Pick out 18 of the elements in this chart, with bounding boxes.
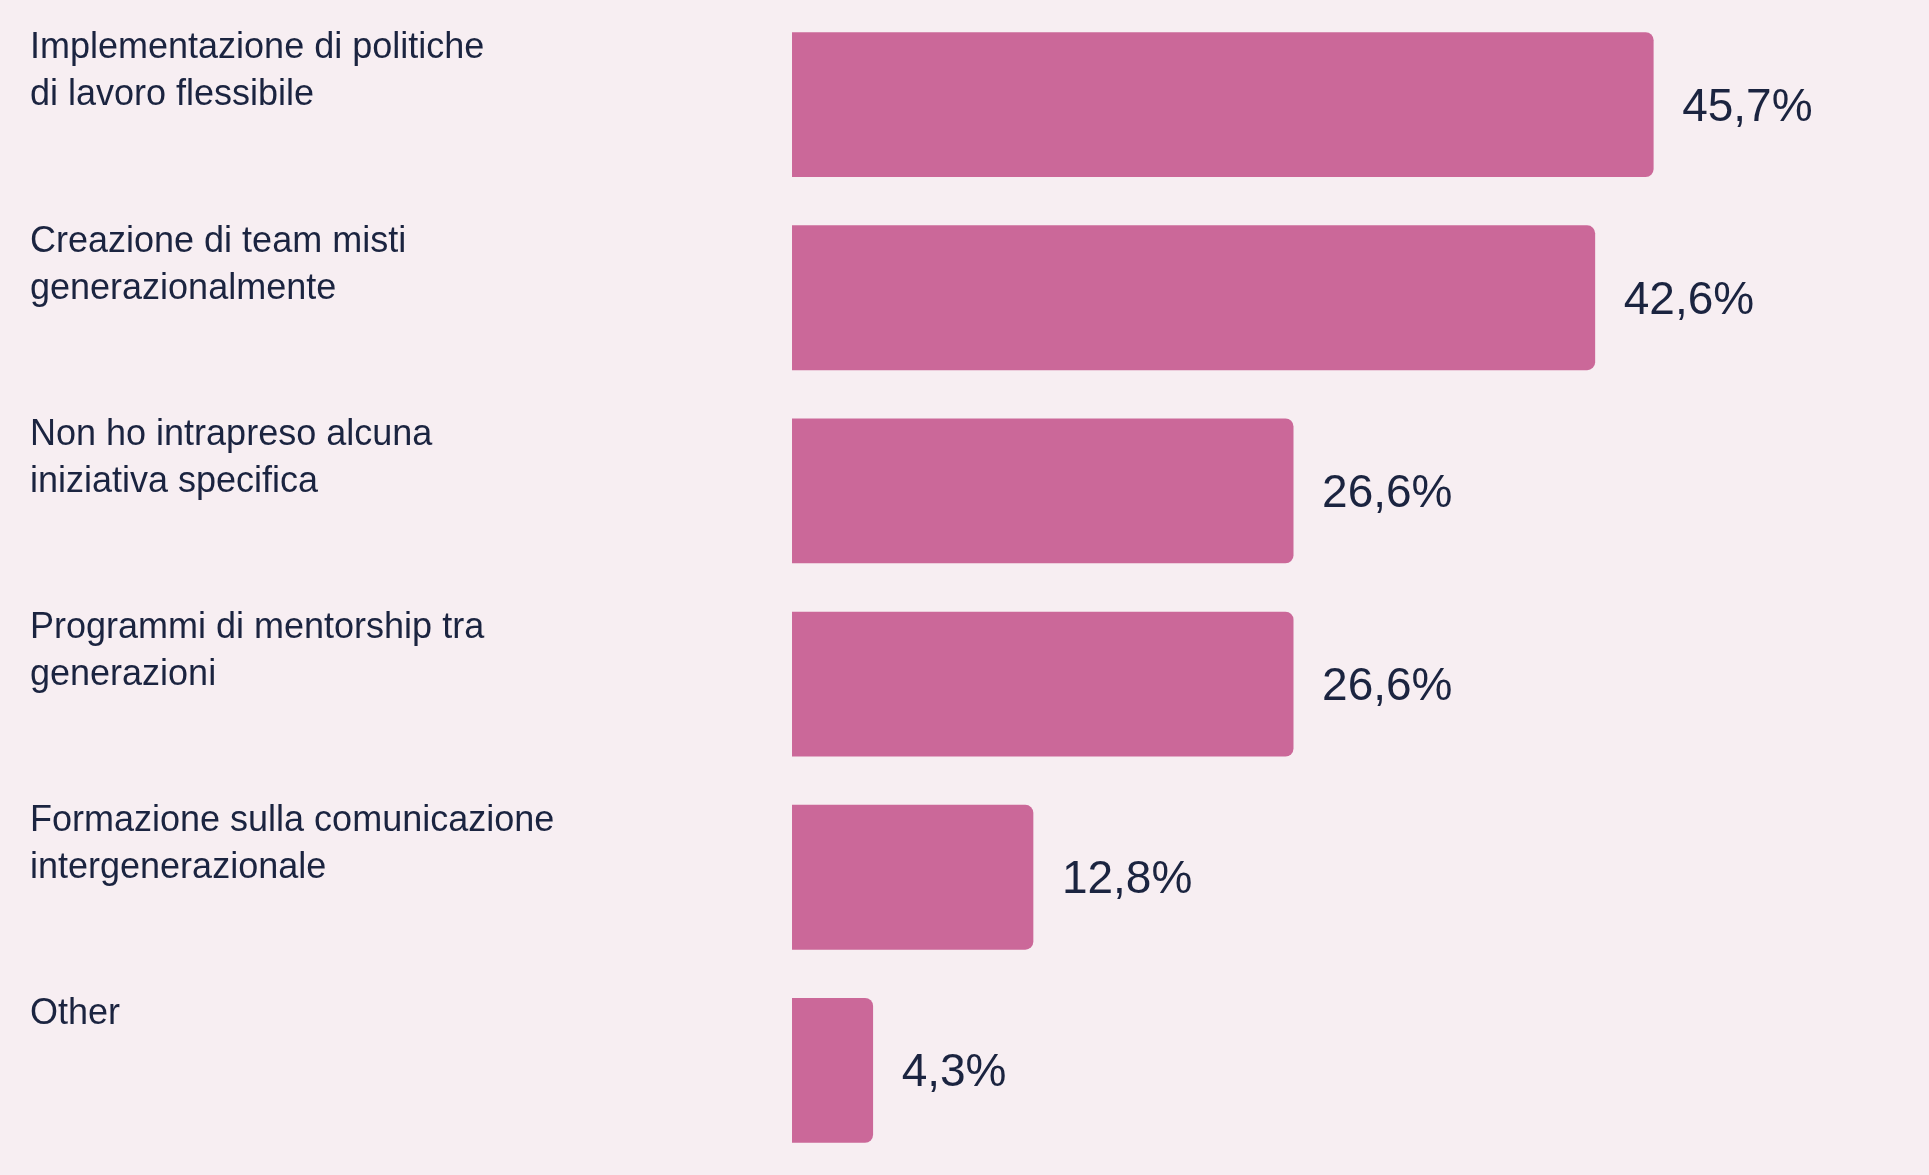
data-label: 26,6% <box>1296 658 1453 711</box>
bar <box>792 611 1294 757</box>
bar <box>792 32 1654 178</box>
y-tick-label: Programmi di mentorship tra generazioni <box>30 605 486 693</box>
bar <box>792 225 1596 371</box>
y-tick-label: Non ho intrapreso alcuna iniziativa specifica <box>30 412 434 500</box>
y-tick-label: Creazione di team misti generazionalmente <box>30 219 407 307</box>
y-tick-label: Formazione sulla comunicazione intergenerazionale <box>30 798 555 886</box>
data-label: 12,8% <box>1036 851 1193 904</box>
y-tick-label: Implementazione di politiche di lavoro flessibile <box>30 25 485 113</box>
data-label: 4,3% <box>876 1044 1007 1097</box>
data-label: 26,6% <box>1296 464 1453 517</box>
bar <box>792 997 874 1143</box>
bar <box>792 804 1034 950</box>
bar <box>792 418 1294 564</box>
data-label: 42,6% <box>1598 271 1755 324</box>
y-tick-label: Other <box>30 991 121 1032</box>
data-label: 45,7% <box>1656 78 1813 131</box>
